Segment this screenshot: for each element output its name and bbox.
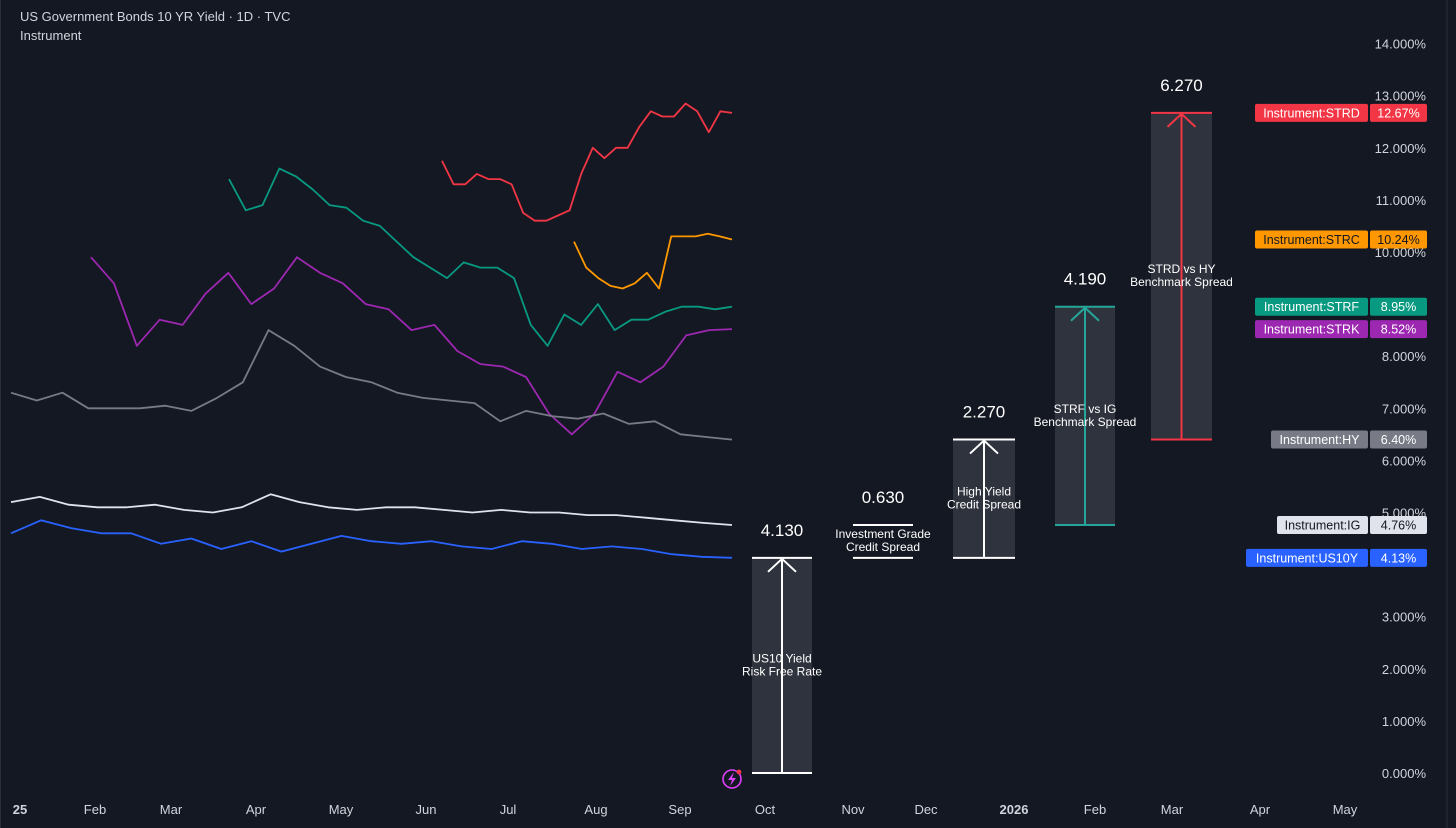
spread-value: 0.630 <box>862 488 905 507</box>
x-tick-label: 25 <box>13 802 27 817</box>
series-name-tag[interactable] <box>1246 548 1368 567</box>
y-tick-label: 10.000% <box>1375 245 1427 260</box>
series-name-tag[interactable] <box>1255 320 1368 339</box>
spread-value: 6.270 <box>1160 76 1203 95</box>
x-tick-label: Feb <box>1084 802 1106 817</box>
spread-value: 4.130 <box>761 521 804 540</box>
series-value-label: 4.76% <box>1381 519 1416 533</box>
y-tick-label: 6.000% <box>1382 453 1427 468</box>
series-line[interactable] <box>573 232 733 290</box>
y-tick-label: 14.000% <box>1375 37 1427 52</box>
y-tick-label: 8.000% <box>1382 349 1427 364</box>
x-tick-label: Jul <box>500 802 517 817</box>
x-tick-label: Apr <box>1250 802 1271 817</box>
y-tick-label: 7.000% <box>1382 401 1427 416</box>
x-tick-label: Sep <box>668 802 691 817</box>
series-line[interactable] <box>90 256 733 436</box>
x-tick-label: Mar <box>160 802 183 817</box>
series-line[interactable] <box>228 167 733 347</box>
spread-value: 2.270 <box>963 403 1006 422</box>
x-tick-label: Dec <box>914 802 938 817</box>
series-value-label: 8.95% <box>1381 300 1416 314</box>
series-name-tag[interactable] <box>1271 430 1368 449</box>
y-tick-label: 2.000% <box>1382 662 1427 677</box>
chart-title: US Government Bonds 10 YR Yield · 1D · T… <box>20 9 291 24</box>
series-line[interactable] <box>10 519 733 559</box>
series-name-tag[interactable] <box>1255 230 1368 249</box>
series-name-tag[interactable] <box>1255 297 1368 316</box>
spread-label: Benchmark Spread <box>1130 275 1233 289</box>
series-name-label: Instrument:US10Y <box>1256 551 1359 565</box>
spread-label: Credit Spread <box>846 540 920 554</box>
notification-dot-icon <box>736 769 742 775</box>
spread-label: US10 Yield <box>752 651 811 665</box>
spread-label: Risk Free Rate <box>742 664 822 678</box>
chart-subtitle: Instrument <box>20 28 82 43</box>
y-tick-label: 12.000% <box>1375 141 1427 156</box>
x-tick-label: Oct <box>755 802 776 817</box>
series-value-label: 4.13% <box>1381 551 1416 565</box>
x-tick-label: Jun <box>416 802 437 817</box>
series-name-label: Instrument:STRK <box>1264 323 1361 337</box>
y-tick-label: 13.000% <box>1375 89 1427 104</box>
chart-header: US Government Bonds 10 YR Yield · 1D · T… <box>20 7 290 45</box>
x-tick-label: 2026 <box>1000 802 1029 817</box>
y-tick-label: 1.000% <box>1382 714 1427 729</box>
series-name-tag[interactable] <box>1255 103 1368 122</box>
series-value-label: 8.52% <box>1381 323 1416 337</box>
series-value-tag[interactable] <box>1370 516 1427 535</box>
spread-value: 4.190 <box>1064 270 1107 289</box>
lightning-badge-icon[interactable] <box>722 769 742 789</box>
series-name-label: Instrument:IG <box>1285 519 1361 533</box>
spread-label: STRD vs HY <box>1147 262 1215 276</box>
x-tick-label: Mar <box>1161 802 1184 817</box>
series-name-label: Instrument:STRD <box>1263 106 1360 120</box>
series-line[interactable] <box>10 329 733 441</box>
y-tick-label: 0.000% <box>1382 766 1427 781</box>
series-value-label: 6.40% <box>1381 433 1416 447</box>
series-value-tag[interactable] <box>1370 297 1427 316</box>
x-tick-label: Apr <box>246 802 267 817</box>
series-value-tag[interactable] <box>1370 430 1427 449</box>
spread-label: Investment Grade <box>835 527 931 541</box>
series-value-tag[interactable] <box>1370 548 1427 567</box>
series-value-label: 10.24% <box>1377 233 1419 247</box>
series-line[interactable] <box>441 102 733 222</box>
series-name-label: Instrument:STRC <box>1263 233 1360 247</box>
series-value-label: 12.67% <box>1377 106 1419 120</box>
lightning-bolt-icon <box>728 772 736 786</box>
x-tick-label: May <box>329 802 354 817</box>
series-value-tag[interactable] <box>1370 103 1427 122</box>
x-tick-label: Feb <box>84 802 106 817</box>
series-value-tag[interactable] <box>1370 320 1427 339</box>
spread-label: STRF vs IG <box>1054 402 1117 416</box>
spread-label: Credit Spread <box>947 498 1021 512</box>
x-tick-label: Aug <box>584 802 607 817</box>
y-tick-label: 11.000% <box>1376 193 1427 208</box>
series-value-tag[interactable] <box>1370 230 1427 249</box>
series-name-label: Instrument:STRF <box>1264 300 1360 314</box>
spread-label: High Yield <box>957 485 1011 499</box>
y-tick-label: 3.000% <box>1382 610 1427 625</box>
series-line[interactable] <box>10 493 733 526</box>
x-tick-label: May <box>1333 802 1358 817</box>
spread-label: Benchmark Spread <box>1034 415 1137 429</box>
x-tick-label: Nov <box>841 802 865 817</box>
series-name-tag[interactable] <box>1277 516 1368 535</box>
series-name-label: Instrument:HY <box>1280 433 1361 447</box>
